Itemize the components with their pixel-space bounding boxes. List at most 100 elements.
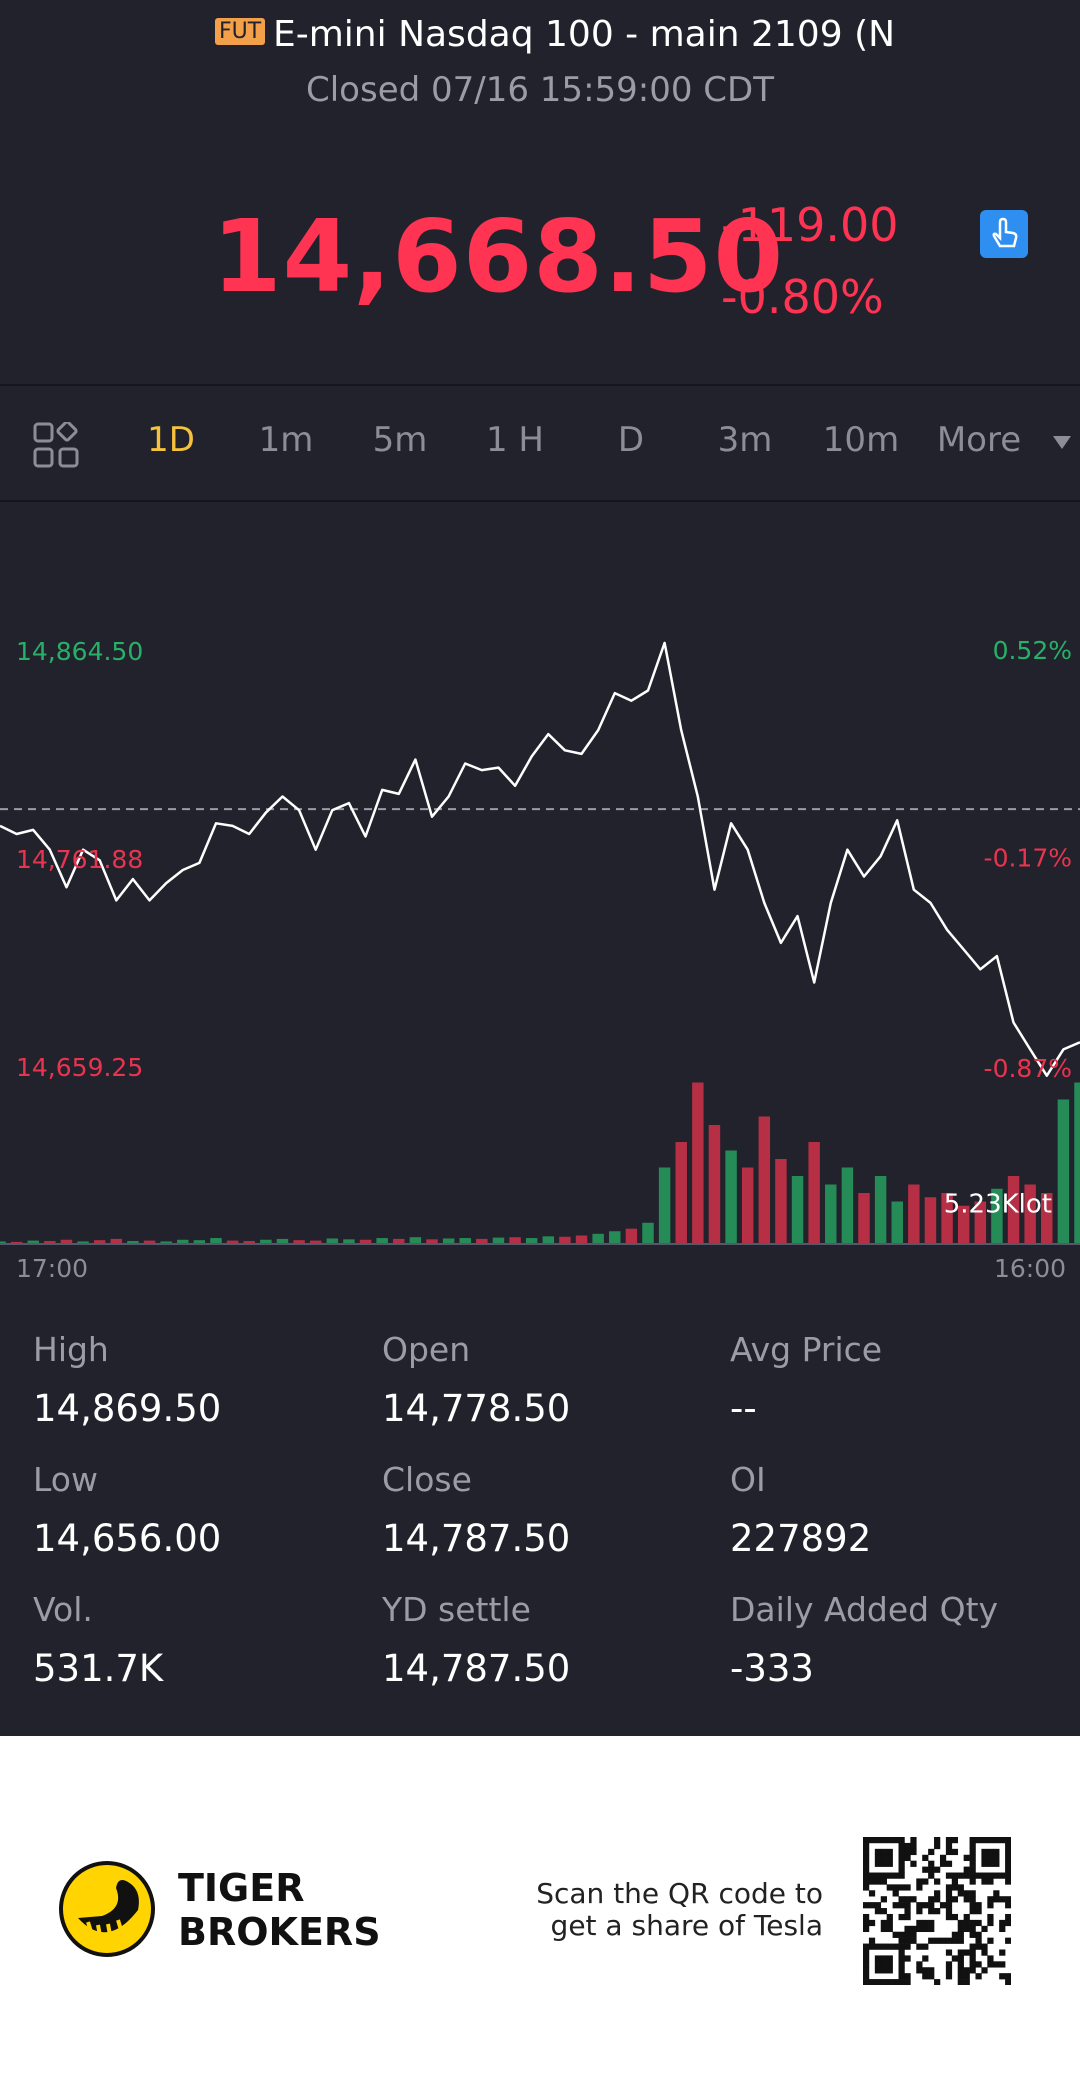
qr-cell bbox=[963, 1979, 970, 1985]
qr-cell bbox=[863, 1955, 870, 1962]
volume-bar bbox=[193, 1240, 206, 1244]
qr-cell bbox=[886, 1860, 893, 1867]
qr-cell bbox=[1005, 1854, 1011, 1861]
qr-cell bbox=[975, 1902, 982, 1909]
qr-cell bbox=[969, 1848, 976, 1856]
qr-cell bbox=[987, 1937, 994, 1944]
qr-cell bbox=[981, 1967, 988, 1974]
tab[interactable]: 1m bbox=[258, 420, 314, 460]
tab[interactable]: 10m bbox=[822, 420, 900, 460]
qr-cell bbox=[981, 1872, 988, 1879]
qr-cell bbox=[1005, 1973, 1011, 1980]
qr-cell bbox=[916, 1902, 923, 1909]
qr-cell bbox=[910, 1842, 917, 1850]
qr-cell bbox=[975, 1872, 982, 1879]
qr-cell bbox=[975, 1973, 982, 1980]
qr-cell bbox=[880, 1848, 887, 1856]
qr-cell bbox=[892, 1943, 899, 1950]
tab[interactable]: 1 H bbox=[485, 420, 545, 460]
qr-cell bbox=[1005, 1872, 1011, 1879]
qr-cell bbox=[969, 1842, 976, 1850]
stat-value: 14,778.50 bbox=[382, 1387, 571, 1430]
qr-cell bbox=[934, 1842, 941, 1850]
tab[interactable]: D bbox=[617, 420, 645, 460]
qr-cell bbox=[904, 1854, 911, 1861]
stat-label: Low bbox=[33, 1460, 98, 1499]
qr-cell bbox=[928, 1902, 935, 1909]
qr-cell bbox=[863, 1902, 870, 1909]
qr-cell bbox=[951, 1848, 959, 1856]
qr-cell bbox=[987, 1902, 994, 1909]
volume-bar bbox=[1007, 1176, 1020, 1244]
tab[interactable]: 1D bbox=[147, 420, 195, 460]
volume-bar bbox=[791, 1176, 804, 1244]
qr-cell bbox=[939, 1937, 947, 1944]
qr-cell bbox=[1005, 1837, 1011, 1844]
qr-cell bbox=[863, 1848, 870, 1856]
qr-cell bbox=[886, 1854, 893, 1861]
more-arrow[interactable] bbox=[1053, 436, 1071, 450]
qr-cell bbox=[863, 1919, 870, 1927]
price-line bbox=[0, 641, 1080, 1077]
layout-icon[interactable] bbox=[33, 422, 79, 468]
volume-bar bbox=[924, 1197, 937, 1244]
qr-cell bbox=[868, 1902, 876, 1909]
y-tick-label: 14,659.25 bbox=[16, 1053, 143, 1082]
qr-cell bbox=[945, 1937, 953, 1944]
touch-button[interactable] bbox=[980, 210, 1028, 258]
qr-cell bbox=[874, 1979, 882, 1985]
qr-cell bbox=[898, 1837, 905, 1844]
qr-cell bbox=[957, 1967, 964, 1974]
qr-cell bbox=[928, 1866, 935, 1873]
qr-cell bbox=[916, 1925, 923, 1933]
y-tick-label: 14,761.88 bbox=[16, 845, 143, 874]
qr-cell bbox=[963, 1967, 970, 1974]
qr-cell bbox=[922, 1854, 929, 1861]
stat-label: High bbox=[33, 1330, 109, 1369]
qr-cell bbox=[1005, 1878, 1011, 1885]
volume-bar bbox=[559, 1236, 571, 1244]
qr-cell bbox=[910, 1931, 917, 1938]
stat-label: Avg Price bbox=[730, 1330, 883, 1369]
qr-cell bbox=[934, 1890, 941, 1897]
qr-cell bbox=[863, 1979, 870, 1985]
qr-cell bbox=[987, 1919, 994, 1927]
qr-cell bbox=[916, 1919, 923, 1927]
qr-cell bbox=[987, 1896, 994, 1903]
volume-bar bbox=[941, 1193, 953, 1244]
qr-cell bbox=[880, 1860, 887, 1867]
qr-cell bbox=[868, 1943, 876, 1950]
qr-cell bbox=[945, 1961, 953, 1968]
volume-bar bbox=[326, 1238, 339, 1244]
qr-cell bbox=[886, 1872, 893, 1879]
tab[interactable]: 5m bbox=[372, 420, 428, 460]
status: Closed 07/16 15:59:00 CDT bbox=[306, 70, 774, 110]
qr-cell bbox=[898, 1848, 905, 1856]
qr-cell bbox=[928, 1973, 935, 1980]
volume-bar bbox=[808, 1142, 820, 1244]
qr-cell bbox=[981, 1949, 988, 1956]
qr-cell bbox=[963, 1872, 970, 1879]
qr-cell bbox=[898, 1902, 905, 1909]
qr-cell bbox=[874, 1837, 882, 1844]
qr-cell bbox=[945, 1967, 953, 1974]
title: E-mini Nasdaq 100 - main 2109 (N bbox=[273, 14, 896, 55]
volume-bar bbox=[309, 1240, 322, 1244]
volume-bar bbox=[260, 1239, 272, 1244]
qr-cell bbox=[922, 1902, 929, 1909]
qr-cell bbox=[945, 1872, 953, 1879]
qr-cell bbox=[874, 1908, 882, 1915]
volume-bar bbox=[0, 1241, 6, 1244]
stat-value: -333 bbox=[730, 1647, 814, 1690]
tab[interactable]: 3m bbox=[717, 420, 773, 460]
volume-bar bbox=[243, 1241, 255, 1244]
cta-line: get a share of Tesla bbox=[550, 1909, 823, 1942]
volume-bar bbox=[459, 1238, 471, 1244]
qr-cell bbox=[898, 1973, 905, 1980]
qr-cell bbox=[934, 1878, 941, 1885]
badge: FUT bbox=[215, 18, 266, 45]
tab[interactable]: More bbox=[936, 420, 1022, 460]
qr-cell bbox=[945, 1884, 953, 1891]
qr-cell bbox=[898, 1896, 905, 1903]
qr-code[interactable] bbox=[863, 1837, 1011, 1985]
